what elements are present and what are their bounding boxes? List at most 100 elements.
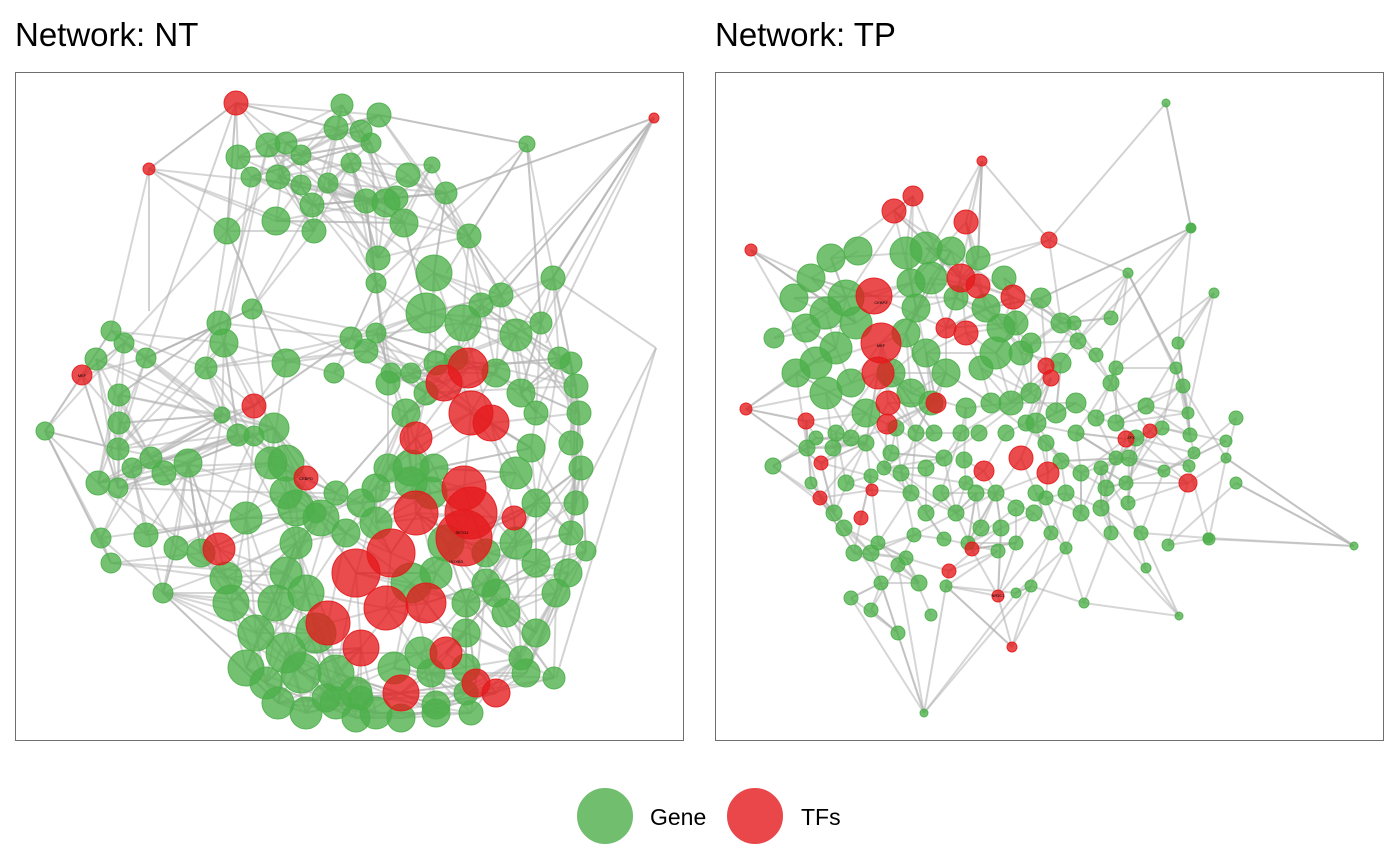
gene-node — [798, 439, 816, 457]
network-edge — [110, 562, 287, 574]
gene-node — [1228, 410, 1244, 426]
gene-node — [1122, 267, 1134, 279]
gene-node — [353, 338, 379, 364]
tf-node — [881, 198, 907, 224]
tf-node — [953, 320, 979, 346]
tf-node — [382, 674, 420, 712]
network-edge — [335, 412, 407, 494]
gene-node — [936, 531, 952, 547]
network-edge — [100, 517, 247, 539]
network-edge — [1015, 547, 1067, 594]
gene-node — [419, 453, 449, 483]
network-edge — [535, 322, 542, 414]
gene-node — [955, 397, 977, 419]
network-edge — [200, 435, 255, 554]
legend: Gene TFs — [575, 786, 875, 848]
gene-node — [516, 433, 546, 463]
network-edge — [1161, 367, 1177, 429]
gene-node — [1045, 402, 1067, 424]
gene-node — [451, 588, 481, 618]
gene-node — [1186, 223, 1196, 233]
gene-node — [1219, 434, 1233, 448]
network-edge — [1127, 482, 1189, 504]
tf-node — [405, 582, 447, 624]
gene-node — [225, 144, 251, 170]
legend-key-gene — [577, 788, 633, 844]
network-edge — [967, 492, 997, 544]
network-edge — [1030, 272, 1129, 344]
tf-node — [202, 532, 236, 566]
gene-node — [1175, 378, 1191, 394]
gene-node — [1103, 310, 1119, 326]
network-edge — [1075, 382, 1112, 434]
gene-node — [779, 283, 809, 313]
gene-node — [1078, 597, 1090, 609]
gene-node — [35, 421, 55, 441]
gene-node — [952, 424, 970, 442]
gene-node — [240, 166, 262, 188]
panel-title-tp: Network: TP — [715, 16, 896, 53]
gene-node — [837, 474, 855, 492]
gene-node — [1181, 406, 1195, 420]
gene-node — [1059, 541, 1073, 555]
network-edge — [1011, 585, 1032, 648]
network-edge — [552, 277, 657, 349]
network-edge — [433, 447, 532, 469]
network-edge — [945, 585, 1017, 594]
gene-node — [330, 93, 354, 117]
tf-node — [976, 155, 988, 167]
gene-node — [924, 608, 938, 622]
network-edge — [1235, 482, 1355, 547]
network-edge — [225, 517, 322, 579]
network-edge — [772, 465, 835, 514]
gene-node — [106, 437, 130, 461]
network-edge — [117, 322, 220, 450]
network-edge — [1135, 437, 1195, 454]
gene-node — [499, 456, 533, 490]
gene-node — [843, 236, 873, 266]
network-edge — [552, 117, 655, 279]
tf-node — [481, 678, 511, 708]
gene-node — [491, 598, 521, 628]
tf-node — [925, 392, 947, 414]
gene-node — [939, 579, 953, 593]
node-label-layer: CEBPZ MEF ZFX NR3C1 — [874, 300, 1135, 598]
node-label: MEF — [78, 373, 87, 378]
network-edge — [500, 117, 655, 296]
gene-node — [967, 484, 985, 502]
gene-node — [1108, 450, 1124, 466]
network-edge — [110, 330, 225, 344]
gene-node — [451, 618, 481, 648]
network-edge — [515, 334, 580, 414]
network-edge — [1115, 412, 1189, 424]
network-edge — [850, 597, 925, 714]
network-edge — [485, 552, 537, 634]
tf-node — [865, 483, 879, 497]
gene-node — [931, 358, 961, 388]
tf-node — [861, 356, 895, 390]
gene-node — [1102, 374, 1120, 392]
network-edge — [270, 362, 287, 464]
node-label: ZFX — [1127, 435, 1135, 440]
gene-node — [133, 522, 159, 548]
gene-node — [366, 102, 392, 128]
network-edge — [97, 342, 125, 484]
gene-node — [1010, 587, 1022, 599]
gene-node — [243, 425, 265, 447]
legend-label-tfs: TFs — [801, 804, 841, 830]
tf-node — [342, 629, 380, 667]
network-edge — [883, 432, 935, 469]
gene-node — [1043, 525, 1059, 541]
network-edge — [923, 585, 947, 714]
network-edge — [1060, 272, 1129, 364]
gene-node — [100, 320, 122, 342]
gene-node — [1025, 504, 1043, 522]
tf-node — [241, 393, 267, 419]
network-edge — [251, 230, 315, 310]
node-label: SETD1 — [456, 530, 470, 535]
panel-title-nt: Network: NT — [15, 16, 199, 53]
gene-node — [851, 398, 881, 428]
gene-node — [1020, 332, 1042, 354]
gene-node — [1161, 98, 1171, 108]
gene-node — [1229, 476, 1243, 490]
